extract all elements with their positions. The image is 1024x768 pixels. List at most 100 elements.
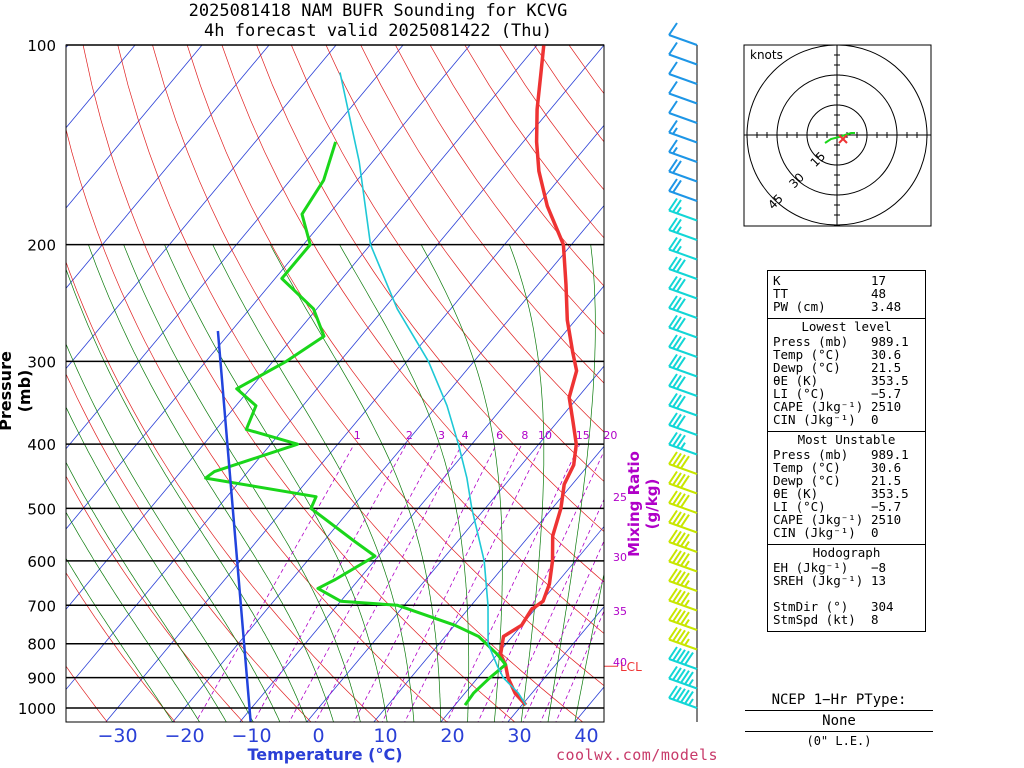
pressure-gridlines: [66, 44, 618, 709]
table-row: CIN (Jkg⁻¹) 0: [768, 526, 925, 539]
isotherm-line: [66, 45, 337, 370]
wind-barb-half-flag: [680, 442, 686, 450]
hodograph-trace: [824, 132, 855, 144]
moist-adiabat-line: [66, 343, 281, 722]
wind-barb-flag: [676, 512, 686, 526]
y-tick-label: 300: [27, 353, 56, 371]
index-name: PW (cm): [773, 299, 826, 314]
wind-barb-flag: [672, 452, 682, 466]
x-tick-label: −20: [164, 725, 204, 747]
mixing-ratio-label: 2: [406, 429, 413, 442]
ptype-header: NCEP 1−Hr PType:: [771, 692, 907, 708]
wind-barb-flag: [668, 353, 678, 368]
dry-adiabat-line: [325, 45, 604, 433]
table-row: EH (Jkg⁻¹) −8: [768, 561, 925, 574]
wind-barb-flag: [668, 295, 678, 309]
x-axis-label: Temperature (°C): [247, 745, 403, 764]
table-row: LI (°C) −5.7: [768, 387, 925, 400]
wind-barb-flag: [668, 587, 678, 602]
index-name: Dewp (°C): [773, 360, 841, 375]
wind-barb-flag: [672, 179, 682, 193]
wind-barb-flag: [676, 278, 686, 292]
dry-adiabat-line: [916, 45, 1024, 725]
index-name: CAPE (Jkg⁻¹): [773, 399, 864, 414]
mixing-ratio-line: [477, 450, 604, 722]
wind-barb-flag: [672, 569, 682, 583]
wind-barb-flag: [676, 629, 686, 643]
wind-barb-flag: [680, 553, 690, 567]
ptype-box: NCEP 1−Hr PType: None (0" L.E.): [745, 692, 933, 748]
index-value: 353.5: [871, 486, 909, 501]
mixing-ratio-label: 1: [354, 429, 361, 442]
wind-barb-flag: [672, 394, 682, 408]
index-name: CIN (Jkg⁻¹): [773, 412, 856, 427]
moist-adiabat-line: [164, 244, 388, 722]
dry-adiabat-line: [951, 45, 1024, 725]
wind-barb-flag: [672, 238, 682, 252]
wind-barb-flag: [668, 80, 678, 95]
mixing-ratio-label: 25: [613, 491, 627, 504]
table-row: Press (mb) 989.1: [768, 448, 925, 461]
wind-barb-flag: [672, 686, 682, 700]
wind-barb-flag: [672, 589, 682, 603]
wind-barb-flag: [672, 257, 682, 271]
wind-barb-flag: [676, 532, 686, 546]
index-name: Temp (°C): [773, 460, 841, 475]
index-name: LI (°C): [773, 386, 826, 401]
dry-adiabat-line: [152, 45, 604, 687]
mixing-ratio-labels: 1 2 3 4 6 8 10 15 20 25 30 35 40: [354, 429, 627, 669]
wind-barb-flag: [672, 277, 682, 291]
wind-barb-flag: [672, 433, 682, 447]
table-row: θE (K) 353.5: [768, 374, 925, 387]
index-name: Press (mb): [773, 447, 849, 462]
mixing-ratio-line: [315, 443, 463, 722]
wind-barb-flag: [680, 631, 690, 645]
indices-top: K 17 TT 48 PW (cm) 3.48: [768, 271, 925, 318]
wind-barb-flag: [680, 572, 690, 586]
wind-barb-flag: [668, 22, 678, 36]
index-value: 30.6: [871, 460, 902, 475]
wind-barb-flag: [676, 668, 686, 682]
moist-adiabat-line: [66, 461, 227, 722]
wind-barb-flag: [680, 670, 690, 684]
table-row: Dewp (°C) 21.5: [768, 474, 925, 487]
wind-barb-flag: [676, 454, 686, 468]
wind-barb-flag: [668, 470, 678, 485]
wind-barb-flag: [684, 671, 694, 685]
dry-adiabat-line: [256, 45, 604, 532]
series-line-parcel: [339, 72, 527, 706]
wind-barb-flag: [668, 139, 678, 153]
hodograph-ring: [776, 74, 898, 196]
mixing-ratio-label: 4: [462, 429, 469, 442]
hodograph-rows: EH (Jkg⁻¹) −8 SREH (Jkg⁻¹) 13 StmDir (°) 304 S…: [768, 561, 925, 631]
mixing-ratio-label: 30: [613, 551, 627, 564]
hodograph-header: Hodograph: [812, 545, 881, 560]
lowest-level-rows: Press (mb) 989.1 Temp (°C) 30.6 Dewp (°C) 21.…: [768, 335, 925, 431]
wind-barb-flag: [676, 434, 686, 448]
moist-adiabat-line: [66, 268, 308, 722]
wind-barb-flag: [668, 665, 678, 680]
wind-barb-half-flag: [676, 245, 682, 253]
index-value: 30.6: [871, 347, 902, 362]
x-tick-label: −10: [231, 725, 271, 747]
wind-barb-flag: [680, 592, 690, 606]
wind-barb-flag: [672, 550, 682, 564]
wind-barb-flag: [672, 511, 682, 525]
most-unstable-header: Most Unstable: [797, 432, 896, 447]
index-name: Temp (°C): [773, 347, 841, 362]
index-name: LI (°C): [773, 499, 826, 514]
wind-barb-flag: [668, 646, 678, 660]
wind-barb-half-flag: [688, 678, 694, 687]
index-value: 0: [871, 412, 879, 427]
wind-barb-flag: [676, 649, 686, 663]
index-name: StmSpd (kt): [773, 612, 856, 627]
wind-barb-flag: [668, 334, 678, 348]
wind-barb-flag: [672, 199, 682, 213]
wind-barb-flag: [672, 472, 682, 486]
chart-title-line2: 4h forecast valid 2025081422 (Thu): [204, 21, 552, 41]
wind-barb-flag: [668, 275, 678, 290]
isotherm-line: [66, 45, 203, 209]
table-row: PW (cm) 3.48: [768, 300, 925, 313]
index-value: 17: [871, 273, 887, 288]
